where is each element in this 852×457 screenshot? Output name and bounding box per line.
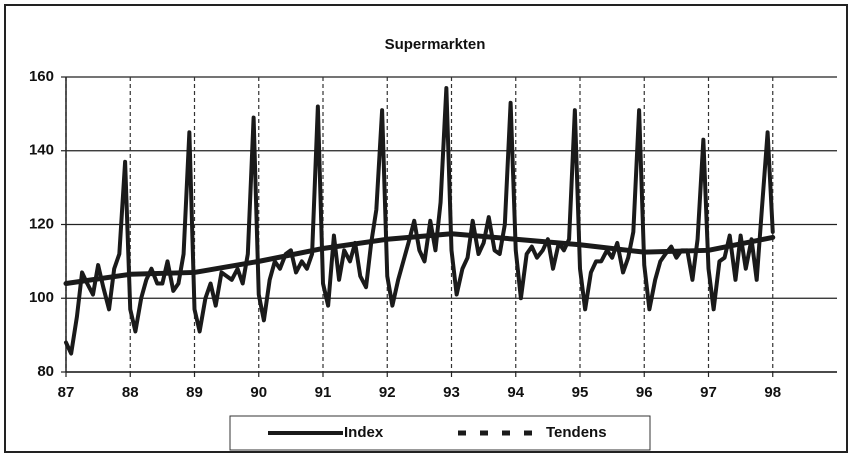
series-line	[63, 231, 776, 286]
x-tick-label: 91	[315, 384, 332, 401]
x-tick-label: 98	[764, 384, 781, 401]
x-tick-label: 90	[250, 384, 267, 401]
y-tick-label: 120	[29, 215, 54, 232]
x-tick-label: 89	[186, 384, 203, 401]
y-tick-label: 160	[29, 68, 54, 85]
x-tick-label: 87	[58, 384, 75, 401]
x-tick-label: 92	[379, 384, 396, 401]
chart-title: Supermarkten	[385, 36, 486, 53]
x-tick-label: 88	[122, 384, 139, 401]
x-tick-label: 94	[507, 384, 524, 401]
x-tick-label: 95	[572, 384, 589, 401]
legend-label: Tendens	[546, 424, 607, 441]
y-tick-label: 140	[29, 142, 54, 159]
y-tick-label: 80	[37, 363, 54, 380]
x-tick-label: 96	[636, 384, 653, 401]
series-line	[64, 86, 775, 356]
legend-label: Index	[344, 424, 384, 441]
y-tick-label: 100	[29, 289, 54, 306]
x-tick-label: 97	[700, 384, 717, 401]
x-tick-label: 93	[443, 384, 460, 401]
